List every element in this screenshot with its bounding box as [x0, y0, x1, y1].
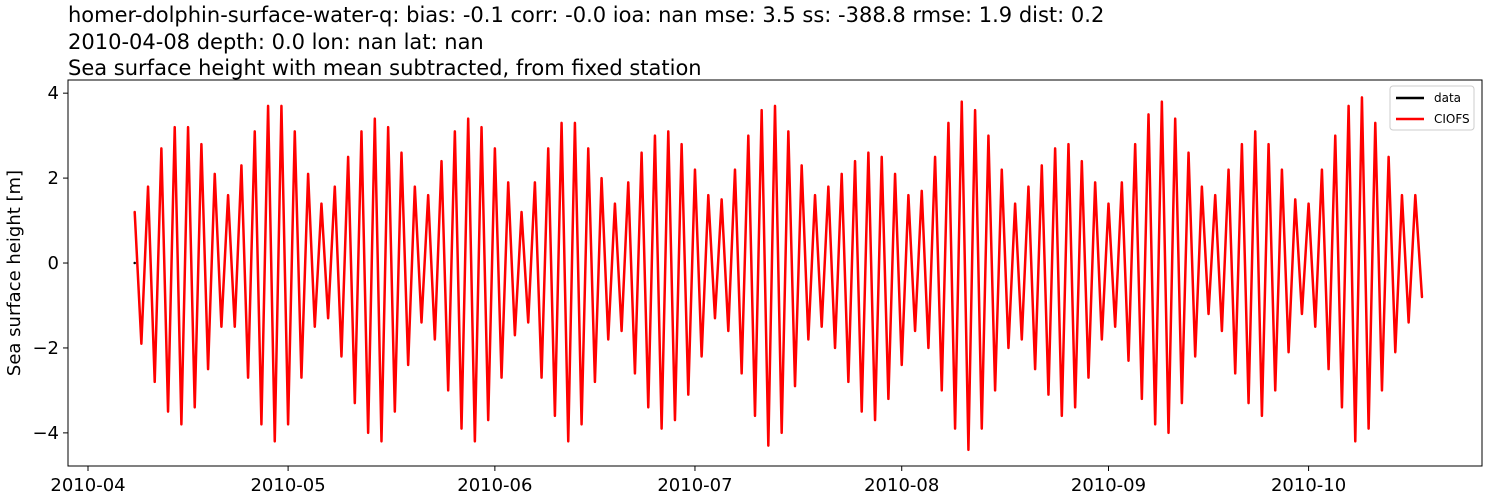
legend-label: data: [1434, 91, 1461, 105]
x-tick-label: 2010-10: [1271, 475, 1346, 496]
x-tick-label: 2010-04: [50, 475, 125, 496]
legend: data CIOFS: [1389, 85, 1475, 131]
x-tick-label: 2010-08: [864, 475, 939, 496]
chart-title: homer-dolphin-surface-water-q: bias: -0.…: [68, 3, 1104, 27]
chart-description: Sea surface height with mean subtracted,…: [68, 56, 702, 80]
x-tick-label: 2010-05: [250, 475, 325, 496]
y-tick-label: 4: [48, 83, 59, 104]
legend-label: CIOFS: [1434, 112, 1470, 126]
plot-frame: [67, 79, 1483, 467]
x-tick-label: 2010-06: [457, 475, 532, 496]
series-line: [133, 96, 1424, 452]
y-tick-label: −2: [32, 338, 59, 359]
y-tick-label: 0: [48, 253, 59, 274]
y-axis-label: Sea surface height [m]: [4, 170, 25, 376]
y-tick-label: 2: [48, 168, 59, 189]
x-tick-label: 2010-09: [1071, 475, 1146, 496]
chart-subtitle: 2010-04-08 depth: 0.0 lon: nan lat: nan: [68, 30, 484, 54]
x-tick-label: 2010-07: [657, 475, 732, 496]
y-tick-label: −4: [32, 423, 59, 444]
